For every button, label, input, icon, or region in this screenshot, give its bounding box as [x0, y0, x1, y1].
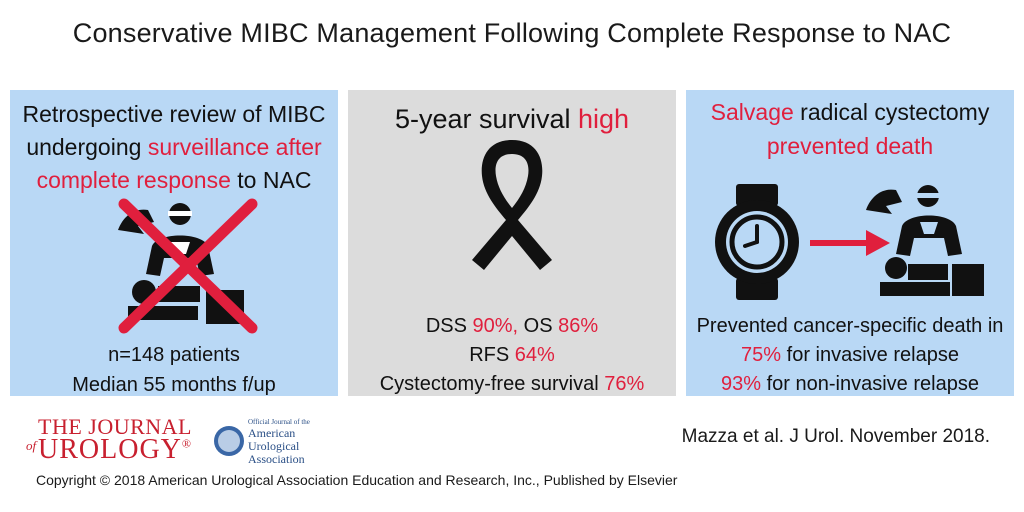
rfs-line: RFS 64% [469, 344, 555, 366]
page-title: Conservative MIBC Management Following C… [72, 18, 952, 48]
study-line-1: Retrospective review of MIBC [22, 101, 326, 127]
watch-icon [715, 184, 799, 300]
study-line-3: complete response to NAC [36, 167, 312, 193]
panel-salvage: Salvage radical cystectomy prevented dea… [686, 90, 1014, 396]
salvage-line-2: prevented death [766, 133, 934, 159]
dss-os-line: DSS 90%, OS 86% [425, 315, 599, 337]
citation: Mazza et al. J Urol. November 2018. [681, 426, 990, 447]
arrow-right-icon [810, 230, 890, 256]
copyright-notice: Copyright © 2018 American Urological Ass… [36, 472, 678, 488]
patients-count: n=148 patients [108, 344, 240, 366]
cystectomy-free-line: Cystectomy-free survival 76% [379, 373, 645, 395]
study-line-2: undergoing surveillance after [26, 134, 322, 160]
aua-seal-icon [214, 426, 244, 456]
invasive-relapse-line: 75% for invasive relapse [741, 344, 959, 366]
surgeon-icon [866, 185, 984, 296]
salvage-line-1: Salvage radical cystectomy [710, 99, 990, 125]
non-invasive-relapse-line: 93% for non-invasive relapse [721, 373, 979, 395]
prevented-death-line: Prevented cancer-specific death in [696, 315, 1004, 337]
panel-survival: 5-year survival high DSS 90%, OS 86% RFS… [348, 90, 676, 396]
aua-logo: Official Journal of the American Urologi… [214, 418, 324, 466]
panel-study-design: Retrospective review of MIBC undergoing … [10, 90, 338, 396]
journal-of-urology-logo: THE JOURNAL of UROLOGY® [26, 414, 193, 465]
survival-heading: 5-year survival high [394, 104, 630, 134]
surgeon-crossed-out-icon [118, 198, 258, 334]
median-followup: Median 55 months f/up [72, 374, 276, 396]
awareness-ribbon-icon [472, 140, 552, 270]
